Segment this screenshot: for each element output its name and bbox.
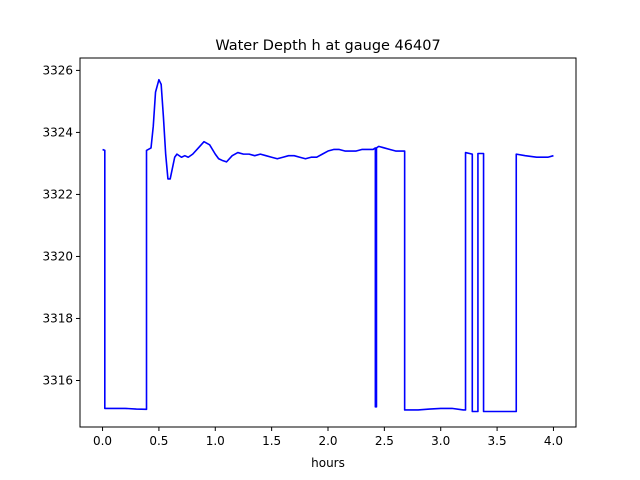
x-tick-label: 1.0 bbox=[206, 434, 225, 448]
x-tick-label: 2.5 bbox=[375, 434, 394, 448]
x-tick-label: 3.0 bbox=[431, 434, 450, 448]
y-tick-label: 3324 bbox=[42, 125, 73, 139]
x-tick-label: 2.0 bbox=[318, 434, 337, 448]
x-tick-label: 0.5 bbox=[149, 434, 168, 448]
y-tick-label: 3318 bbox=[42, 311, 73, 325]
y-axis: 3316 3318 3320 3322 3324 3326 bbox=[42, 63, 80, 387]
chart-title: Water Depth h at gauge 46407 bbox=[215, 38, 440, 54]
x-tick-label: 1.5 bbox=[262, 434, 281, 448]
x-tick-label: 3.5 bbox=[488, 434, 507, 448]
x-tick-label: 0.0 bbox=[93, 434, 112, 448]
y-tick-label: 3326 bbox=[42, 63, 73, 77]
series-line bbox=[102, 78, 554, 413]
x-axis-label: hours bbox=[311, 456, 345, 470]
x-tick-label: 4.0 bbox=[544, 434, 563, 448]
y-tick-label: 3316 bbox=[42, 373, 73, 387]
x-axis: 0.0 0.5 1.0 1.5 2.0 2.5 3.0 3.5 4.0 bbox=[93, 427, 563, 448]
y-tick-label: 3320 bbox=[42, 249, 73, 263]
y-tick-label: 3322 bbox=[42, 187, 73, 201]
